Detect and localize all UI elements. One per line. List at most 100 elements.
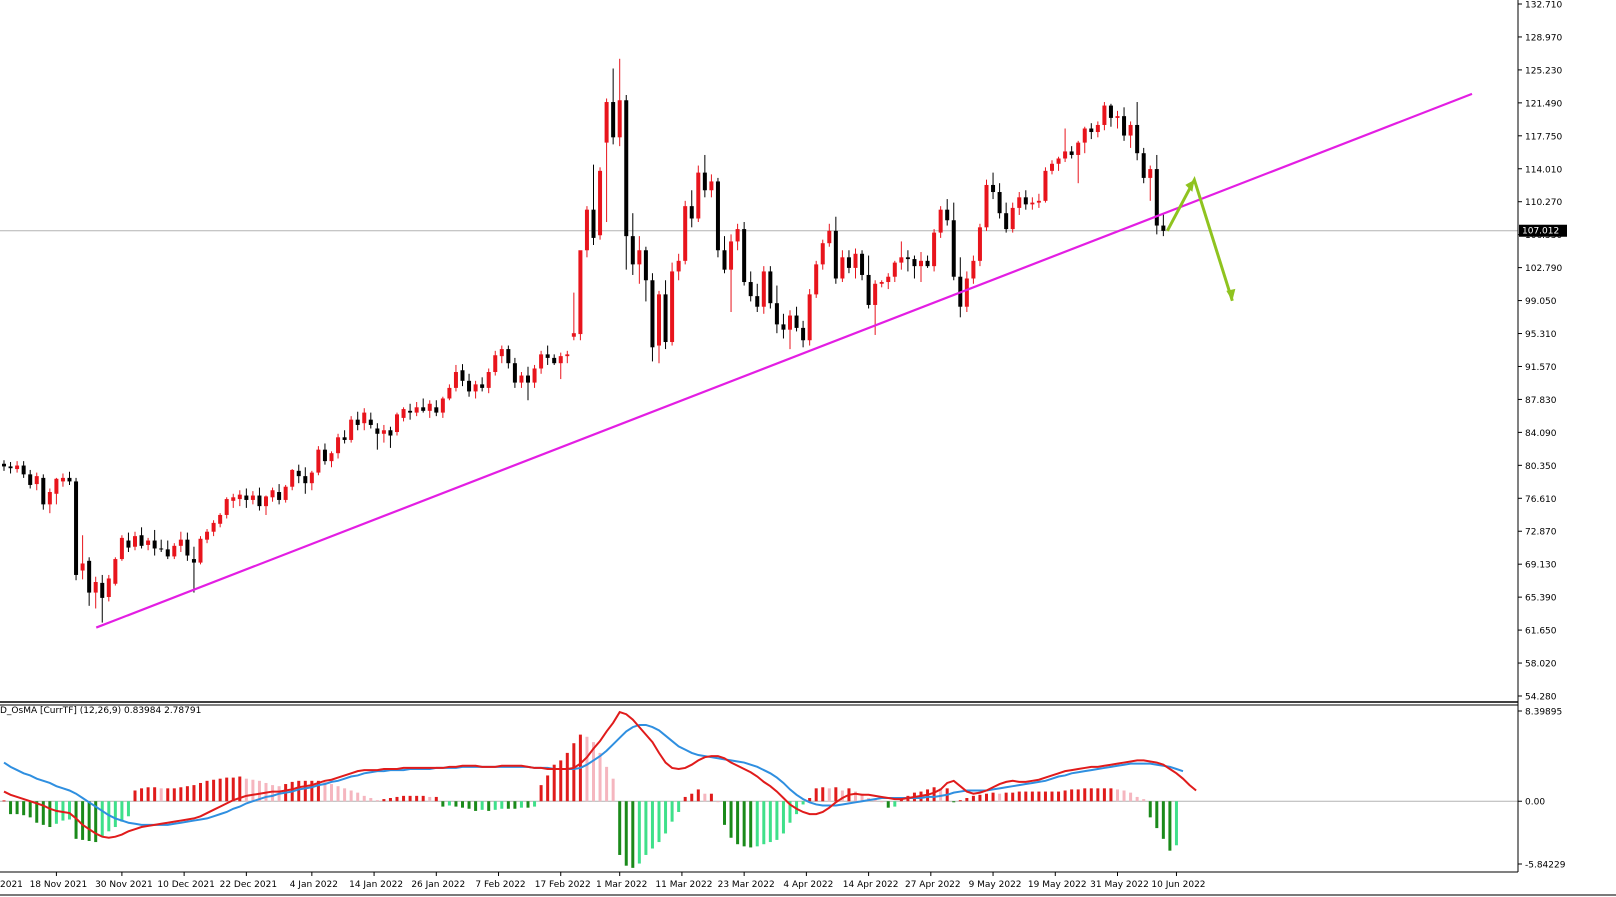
histogram-bar [1096,788,1100,802]
histogram-bar [637,801,641,864]
candle-body [1128,124,1133,136]
candle-body [388,430,393,436]
candle-body [447,387,452,399]
date-axis: 2021 18 Nov 2021 30 Nov 2021 10 Dec 2021 22 … [0,872,1206,890]
histogram-bar [539,785,543,802]
indicator-pane[interactable]: D_OsMA [CurrTF] (12,26,9) 0.83984 2.7879… [0,706,1518,868]
histogram-bar [971,795,975,802]
candle-body [526,375,530,383]
indicator-axis-label: -5.84229 [1525,861,1566,871]
date-axis-label: 27 Apr 2022 [905,880,961,890]
date-axis-label: 2021 [0,880,23,890]
candle-body [375,428,380,434]
candle-body [1108,105,1113,118]
price-axis-label: 65.390 [1525,594,1557,604]
candle-body [715,181,720,251]
candle-body [1154,169,1159,226]
date-axis-label: 23 Mar 2022 [718,880,775,890]
candle-body [100,582,105,598]
candle-body [1056,158,1061,164]
candle-body [624,100,629,237]
histogram-bar [742,801,746,847]
histogram-bar [1135,796,1139,802]
histogram-bar [631,801,635,868]
arrow-up-head [1185,179,1195,192]
date-axis-label: 1 Mar 2022 [596,880,647,890]
date-axis-label: 26 Jan 2022 [411,880,465,890]
date-axis-label: 11 Mar 2022 [655,880,712,890]
candle-body [598,170,603,236]
price-pane[interactable] [0,58,1518,629]
price-axis-label: 91.570 [1525,363,1557,373]
candle-body [486,372,491,388]
histogram-bar [729,801,733,838]
histogram-bar [592,742,595,802]
histogram-bar [54,801,58,824]
histogram-bar [768,801,772,843]
histogram-bar [166,788,170,802]
candle-body [558,356,563,364]
histogram-bar [965,798,969,802]
candle-body [951,220,956,277]
histogram-bar [231,777,235,802]
histogram-bar [886,801,890,808]
histogram-bar [343,788,347,802]
candle-body [584,209,589,251]
histogram-bar [487,801,491,811]
histogram-bar [172,788,176,802]
candle-body [191,559,196,563]
candle-body [231,497,236,501]
candle-body [1004,213,1009,230]
candle-body [87,560,92,593]
histogram-bar [447,801,451,806]
trendline[interactable] [95,92,1473,629]
histogram-bar [362,795,366,802]
candle-body [296,470,301,477]
candle-body [250,495,255,500]
histogram-bar [74,801,78,839]
date-axis-label: 4 Apr 2022 [783,880,833,890]
histogram-bar [526,801,530,808]
candle-body [846,257,851,268]
candle-body [309,472,314,484]
price-axis-label: 102.790 [1525,264,1562,274]
histogram-bar [736,801,740,845]
histogram-bar [48,801,52,828]
histogram-bar [382,799,386,802]
histogram-bar [467,801,471,809]
histogram-bar [506,801,510,809]
candle-body [28,474,33,485]
candle-body [604,102,609,143]
price-axis-label: 84.090 [1525,429,1557,439]
histogram-bar [1050,791,1054,802]
histogram-bar [1089,788,1093,802]
histogram-bar [932,787,936,802]
histogram-bar [185,786,189,802]
histogram-bar [395,796,399,802]
histogram-bar [140,788,144,802]
price-axis-label: 61.650 [1525,627,1557,637]
price-axis-label: 87.830 [1525,396,1557,406]
histogram-bar [28,801,32,818]
histogram-bar [552,764,556,802]
histogram-bar [120,801,124,822]
candle-body [1010,207,1015,230]
candle-body [15,465,20,470]
histogram-bar [703,793,707,802]
candle-body [840,257,845,279]
candle-body [218,514,223,524]
histogram-bar [690,793,694,802]
candle-body [1082,128,1087,143]
candle-body [257,495,262,507]
candle-body [781,324,786,330]
histogram-bar [212,779,216,802]
histogram-bar [369,798,373,802]
candle-body [735,229,740,242]
histogram-bar [1070,789,1074,802]
histogram-bar [41,801,45,825]
candle-body [506,349,511,364]
histogram-bar [1122,790,1126,802]
histogram-bar [375,800,379,802]
histogram-bar [257,780,261,802]
histogram-bar [271,785,275,802]
